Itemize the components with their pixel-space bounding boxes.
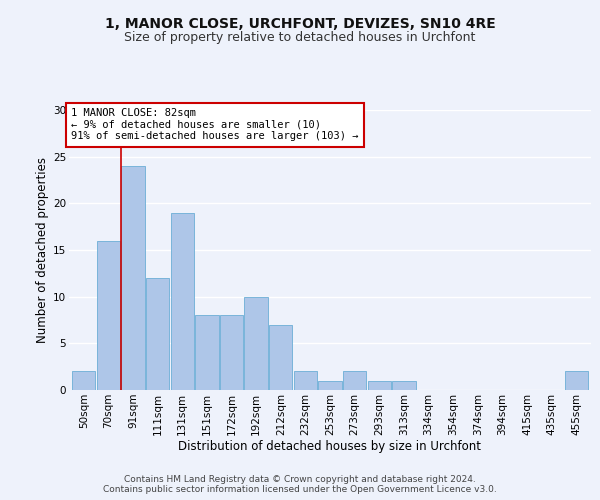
Text: 1 MANOR CLOSE: 82sqm
← 9% of detached houses are smaller (10)
91% of semi-detach: 1 MANOR CLOSE: 82sqm ← 9% of detached ho… (71, 108, 359, 142)
Text: Size of property relative to detached houses in Urchfont: Size of property relative to detached ho… (124, 31, 476, 44)
Bar (343, 372, 367, 390)
Bar (244, 296, 268, 390)
Bar (319, 380, 341, 390)
Bar (146, 278, 169, 390)
Bar (565, 372, 588, 390)
Bar (97, 240, 120, 390)
Bar (293, 372, 317, 390)
Bar (220, 316, 243, 390)
Text: Contains HM Land Registry data © Crown copyright and database right 2024.
Contai: Contains HM Land Registry data © Crown c… (103, 474, 497, 494)
Bar (170, 212, 194, 390)
Bar (368, 380, 391, 390)
Bar (392, 380, 416, 390)
Y-axis label: Number of detached properties: Number of detached properties (36, 157, 49, 343)
Bar (121, 166, 145, 390)
Bar (269, 324, 292, 390)
Text: 1, MANOR CLOSE, URCHFONT, DEVIZES, SN10 4RE: 1, MANOR CLOSE, URCHFONT, DEVIZES, SN10 … (104, 18, 496, 32)
Bar (72, 372, 95, 390)
X-axis label: Distribution of detached houses by size in Urchfont: Distribution of detached houses by size … (179, 440, 482, 454)
Bar (195, 316, 218, 390)
